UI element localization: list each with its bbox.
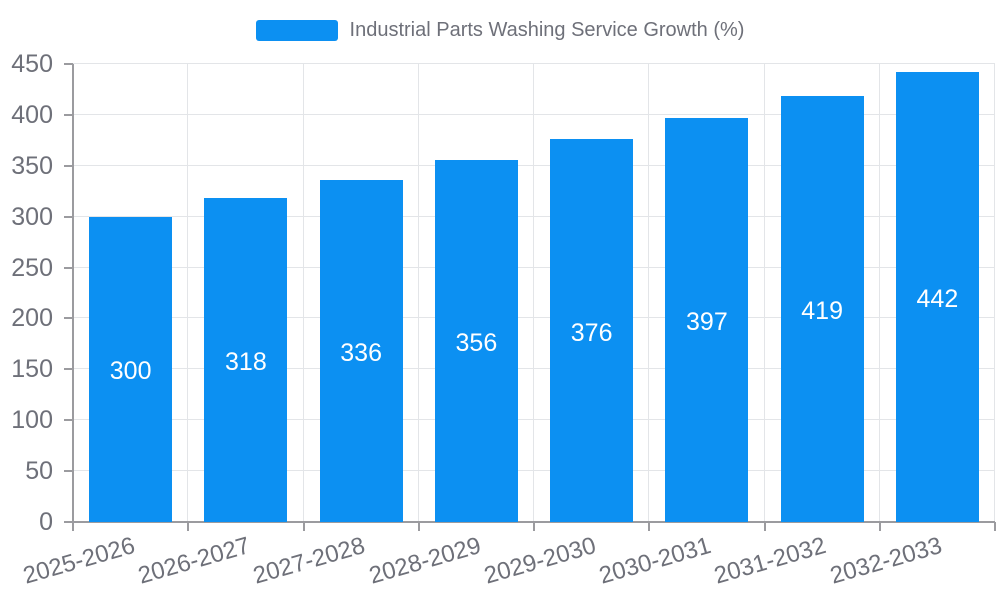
y-axis-label: 50 bbox=[25, 457, 53, 486]
y-axis-label: 250 bbox=[11, 253, 53, 282]
y-axis-tick bbox=[64, 368, 73, 371]
x-axis-label: 2031-2032 bbox=[711, 532, 830, 590]
bar[interactable] bbox=[550, 139, 634, 522]
y-axis-label: 0 bbox=[39, 508, 53, 536]
x-axis-tick bbox=[763, 522, 766, 531]
y-axis-tick bbox=[64, 63, 73, 65]
gridline-horizontal bbox=[73, 317, 995, 319]
x-axis-tick bbox=[72, 522, 74, 531]
x-axis-line bbox=[73, 521, 995, 523]
x-axis-tick bbox=[187, 522, 190, 531]
y-axis-label: 150 bbox=[11, 355, 53, 384]
gridline-vertical bbox=[648, 64, 650, 522]
legend: Industrial Parts Washing Service Growth … bbox=[0, 19, 1000, 42]
bar[interactable] bbox=[780, 95, 864, 522]
bar-value-label: 397 bbox=[686, 307, 728, 336]
gridline-horizontal bbox=[73, 63, 995, 64]
y-axis-line bbox=[72, 64, 74, 522]
x-axis-label: 2029-2030 bbox=[481, 532, 599, 590]
bar[interactable] bbox=[434, 159, 518, 522]
y-axis-label: 350 bbox=[11, 151, 53, 180]
legend-item[interactable]: Industrial Parts Washing Service Growth … bbox=[255, 19, 745, 42]
y-axis-tick bbox=[64, 215, 73, 218]
bar[interactable] bbox=[89, 216, 173, 522]
y-axis-label: 200 bbox=[11, 304, 53, 333]
x-axis-label: 2026-2027 bbox=[135, 532, 254, 590]
gridline-horizontal bbox=[73, 164, 995, 166]
bar-value-label: 419 bbox=[801, 296, 843, 325]
x-axis-tick bbox=[302, 522, 305, 531]
bar-value-label: 318 bbox=[225, 348, 267, 377]
gridline-horizontal bbox=[73, 266, 995, 268]
y-axis-tick bbox=[64, 419, 73, 422]
x-axis-label: 2032-2033 bbox=[826, 532, 945, 590]
x-axis-label: 2025-2026 bbox=[20, 532, 138, 590]
bar-value-label: 336 bbox=[340, 339, 382, 367]
y-axis-tick bbox=[64, 164, 73, 167]
bar[interactable] bbox=[319, 180, 403, 522]
bar-value-label: 442 bbox=[916, 285, 959, 314]
bar-value-label: 376 bbox=[570, 318, 613, 347]
gridline-vertical bbox=[187, 64, 189, 522]
y-axis-tick bbox=[64, 317, 73, 320]
bar-value-label: 356 bbox=[455, 328, 498, 357]
y-axis-label: 100 bbox=[11, 406, 53, 435]
gridline-horizontal bbox=[73, 419, 995, 421]
gridline-vertical bbox=[533, 64, 534, 522]
x-axis-label: 2028-2029 bbox=[365, 532, 484, 590]
x-axis-tick bbox=[417, 522, 420, 531]
bar[interactable] bbox=[895, 72, 979, 522]
gridline-vertical bbox=[302, 64, 304, 522]
y-axis-tick bbox=[64, 470, 73, 473]
y-axis-tick bbox=[64, 113, 73, 116]
legend-swatch-icon bbox=[255, 20, 338, 41]
y-axis-label: 300 bbox=[11, 202, 53, 231]
legend-label: Industrial Parts Washing Service Growth … bbox=[349, 19, 745, 41]
gridline-horizontal bbox=[73, 470, 995, 472]
gridline-vertical bbox=[763, 64, 765, 522]
bar[interactable] bbox=[665, 117, 749, 522]
y-axis-label: 450 bbox=[11, 50, 53, 78]
gridline-horizontal bbox=[73, 113, 995, 115]
x-axis-tick bbox=[648, 522, 651, 531]
bar-value-label: 300 bbox=[109, 357, 152, 386]
gridline-vertical bbox=[417, 64, 419, 522]
gridline-horizontal bbox=[73, 215, 995, 217]
y-axis-tick bbox=[64, 521, 73, 523]
x-axis-label: 2030-2031 bbox=[596, 532, 715, 590]
x-axis-label: 2027-2028 bbox=[250, 532, 369, 590]
y-axis-tick bbox=[64, 266, 73, 269]
bar[interactable] bbox=[204, 198, 288, 522]
gridline-vertical bbox=[878, 64, 880, 522]
x-axis-tick bbox=[533, 522, 535, 531]
x-axis-tick bbox=[878, 522, 881, 531]
x-axis-tick bbox=[994, 522, 996, 531]
gridline-vertical bbox=[994, 64, 995, 522]
y-axis-label: 400 bbox=[11, 100, 53, 129]
gridline-horizontal bbox=[73, 368, 995, 370]
